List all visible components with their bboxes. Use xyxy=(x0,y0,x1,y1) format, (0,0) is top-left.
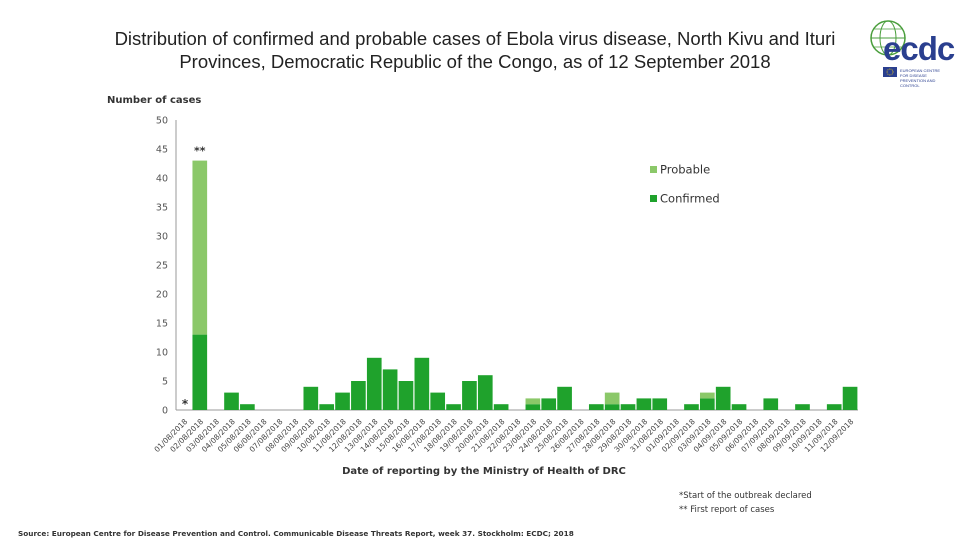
bar-confirmed-30 xyxy=(652,398,668,410)
bar-confirmed-10 xyxy=(335,392,350,410)
bar-confirmed-34 xyxy=(715,386,731,410)
y-tick-label-5: 25 xyxy=(156,261,168,272)
footnote-start: *Start of the outbreak declared xyxy=(679,491,812,501)
footnote-first: ** First report of cases xyxy=(679,505,775,515)
bar-confirmed-32 xyxy=(684,404,699,410)
bar-confirmed-26 xyxy=(588,404,604,410)
source-note: Source: European Centre for Disease Prev… xyxy=(18,529,574,538)
bar-confirmed-4 xyxy=(240,404,255,410)
legend-swatch-confirmed xyxy=(650,195,657,202)
bar-confirmed-27 xyxy=(604,404,620,410)
bar-confirmed-42 xyxy=(842,386,858,410)
y-tick-label-4: 20 xyxy=(156,290,168,301)
bar-confirmed-11 xyxy=(351,381,366,410)
y-axis-title: Number of cases xyxy=(107,95,201,106)
y-tick-label-8: 40 xyxy=(156,174,168,185)
legend-label-probable: Probable xyxy=(660,163,710,177)
y-tick-label-7: 35 xyxy=(156,203,168,214)
bar-confirmed-15 xyxy=(414,357,430,410)
bar-confirmed-29 xyxy=(636,398,652,410)
bar-confirmed-12 xyxy=(366,357,382,410)
bar-confirmed-41 xyxy=(826,404,842,410)
logo-text: ecdc xyxy=(883,30,955,67)
bar-probable-1 xyxy=(192,160,208,335)
bar-probable-22 xyxy=(525,398,541,405)
bar-confirmed-14 xyxy=(398,381,414,410)
annotation-1: ** xyxy=(194,145,206,158)
y-tick-label-0: 0 xyxy=(162,406,168,417)
bar-confirmed-24 xyxy=(557,386,572,410)
bar-confirmed-20 xyxy=(493,404,509,410)
annotation-0: * xyxy=(182,397,189,411)
ecdc-logo-icon xyxy=(870,20,906,77)
bar-confirmed-16 xyxy=(430,392,446,410)
bar-confirmed-3 xyxy=(224,392,239,410)
bar-probable-33 xyxy=(699,392,715,399)
legend-swatch-probable xyxy=(650,166,657,173)
legend-label-confirmed: Confirmed xyxy=(660,192,720,206)
bar-confirmed-22 xyxy=(525,404,541,410)
bar-confirmed-1 xyxy=(192,334,208,410)
y-tick-label-9: 45 xyxy=(156,145,168,156)
bar-confirmed-13 xyxy=(382,369,398,410)
bar-confirmed-9 xyxy=(319,404,335,410)
bar-probable-27 xyxy=(604,392,620,405)
logo-subtitle: EUROPEAN CENTRE FOR DISEASE PREVENTION A… xyxy=(900,68,941,88)
bar-confirmed-37 xyxy=(763,398,779,410)
bar-confirmed-28 xyxy=(620,404,636,410)
bar-confirmed-17 xyxy=(446,404,461,410)
bar-confirmed-23 xyxy=(541,398,557,410)
bar-confirmed-8 xyxy=(303,386,319,410)
bar-confirmed-19 xyxy=(477,375,493,410)
y-tick-label-3: 15 xyxy=(156,319,168,330)
y-tick-label-6: 30 xyxy=(156,232,168,243)
bar-confirmed-39 xyxy=(795,404,810,410)
y-tick-label-2: 10 xyxy=(156,348,168,359)
x-axis-title: Date of reporting by the Ministry of Hea… xyxy=(342,466,626,477)
bar-confirmed-18 xyxy=(462,381,477,410)
y-tick-label-10: 50 xyxy=(156,116,168,127)
bar-confirmed-35 xyxy=(731,404,747,410)
bar-confirmed-33 xyxy=(699,398,715,410)
chart-title: Distribution of confirmed and probable c… xyxy=(114,28,836,72)
y-tick-label-1: 5 xyxy=(162,377,168,388)
